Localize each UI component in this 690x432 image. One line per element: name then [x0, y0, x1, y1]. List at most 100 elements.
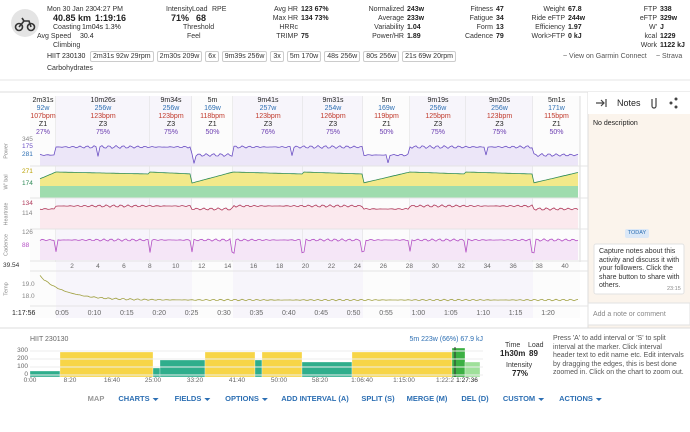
menu-item[interactable]: FIELDS — [174, 394, 202, 403]
dropdown-arrow — [204, 398, 211, 401]
time: 04:27 PM — [93, 6, 123, 13]
workout-step-bar — [254, 359, 263, 378]
bike-icon — [14, 17, 36, 32]
workout-step-bar — [351, 351, 453, 378]
distance-tick-label: 14 — [224, 263, 232, 270]
notes-input-placeholder[interactable]: Add a note or comment — [593, 311, 666, 318]
workout-step[interactable]: 3x — [270, 51, 284, 62]
time-tick-label: 0:15 — [119, 310, 134, 317]
interval-percent: 50% — [549, 129, 564, 136]
workout-step[interactable]: 21s 69w 20rpm — [402, 51, 457, 62]
time-tick-label: 0:20 — [152, 310, 166, 317]
collapse-icon[interactable] — [596, 99, 607, 107]
label: Intensity — [166, 6, 193, 13]
menu-item[interactable]: CUSTOM — [502, 394, 536, 403]
stat-value: 134 73% — [301, 15, 329, 22]
interval-band — [192, 96, 233, 318]
stat-label: Fatigue — [469, 15, 493, 22]
link[interactable]: ~ Strava — [656, 53, 683, 60]
interval-band — [533, 96, 580, 318]
power-fill — [40, 145, 578, 166]
menu-item[interactable]: CHARTS — [118, 394, 150, 403]
time-tick-label: 1:00 — [411, 310, 426, 317]
menu-item[interactable]: DEL (D) — [461, 394, 489, 403]
menu-item[interactable]: MAP — [87, 394, 105, 403]
interval-duration[interactable]: 10m26s — [90, 97, 116, 104]
x-tick-label: 1:22:2 — [435, 377, 455, 384]
help-text: Press 'A' to add interval or 'S' to spli… — [553, 335, 684, 376]
workout-step[interactable]: 80s 256w — [363, 51, 400, 62]
label: Climbing — [53, 42, 81, 49]
interval-duration[interactable]: 5m — [207, 97, 218, 104]
menu-item[interactable]: SPLIT (S) — [361, 394, 395, 403]
share-icon[interactable] — [669, 97, 678, 109]
distance-tick-label: 40 — [561, 263, 569, 270]
workout-step[interactable]: 48s 256w — [324, 51, 361, 62]
menu-item[interactable]: ACTIONS — [559, 394, 593, 403]
interval-zone: Z3 — [166, 121, 176, 128]
y-tick-label: 200 — [17, 355, 28, 362]
interval-percent: 75% — [492, 129, 507, 136]
temp-trace — [39, 275, 579, 302]
comment-input[interactable] — [587, 302, 690, 326]
interval-power: 254w — [324, 105, 342, 112]
activity-icon — [11, 9, 39, 37]
dropdown-arrow — [152, 398, 159, 401]
stat-label: W' — [649, 24, 657, 31]
axis-tick-label: 281 — [22, 151, 33, 158]
stat-label: kcal — [644, 33, 657, 40]
workout-step-bar — [204, 351, 256, 378]
workout-step[interactable]: 9m39s 256w — [221, 51, 268, 62]
menu-item[interactable]: ADD INTERVAL (A) — [281, 394, 349, 403]
menu-item[interactable]: OPTIONS — [225, 394, 259, 403]
interval-duration[interactable]: 9m31s — [322, 97, 344, 104]
distance-tick-label: 10 — [172, 263, 180, 270]
interval-duration[interactable]: 9m20s — [488, 97, 511, 104]
stat-label: Cadence — [464, 33, 493, 40]
menu-item[interactable]: MERGE (M) — [406, 394, 448, 403]
workout-step-bar — [451, 347, 466, 378]
interval-hr: 119bpm — [374, 113, 399, 120]
attach-icon[interactable] — [651, 98, 657, 109]
interval-duration[interactable]: 9m34s — [160, 97, 182, 104]
interval-power: 257w — [259, 105, 277, 112]
workout-step[interactable]: 6x — [205, 51, 219, 62]
interval-duration[interactable]: 2m31s — [32, 97, 54, 104]
stat-label: FTP — [643, 6, 657, 13]
distance-tick-label: 32 — [457, 263, 465, 270]
interval-band — [30, 96, 56, 318]
interval-zone: Z3 — [433, 121, 443, 128]
stat-value: 338 — [660, 6, 672, 13]
distance-tick-label: 36 — [509, 263, 517, 270]
interval-duration[interactable]: 9m41s — [257, 97, 279, 104]
activity-chart — [30, 96, 588, 318]
stat-value: J — [660, 24, 664, 31]
time-tick-label: 0:50 — [346, 310, 361, 317]
value: 77% — [512, 369, 529, 378]
workout-name[interactable]: HIIT 230130 — [47, 53, 86, 60]
x-tick-label: 41:40 — [228, 377, 246, 384]
x-tick-label: 50:00 — [270, 377, 288, 384]
day-chip — [625, 229, 649, 238]
time-tick-label: 0:30 — [217, 310, 231, 317]
interval-zone: Z3 — [495, 121, 504, 128]
interval-duration[interactable]: 5m — [381, 97, 392, 104]
interval-duration[interactable]: 9m19s — [427, 97, 449, 104]
workout-step-bar — [59, 351, 154, 378]
stat-value: 1.04 — [407, 24, 421, 31]
workout-step[interactable]: 2m30s 209w — [156, 51, 203, 62]
cursor-time: 1:17:56 — [12, 310, 36, 317]
panel-label: Power — [3, 143, 10, 159]
stat-label: eFTP — [639, 15, 657, 22]
x-tick-label: 1:27:36 — [456, 377, 478, 384]
workout-step[interactable]: 5m 170w — [286, 51, 322, 62]
wbal-trace — [39, 171, 579, 184]
interval-duration[interactable]: 5m1s — [547, 97, 566, 104]
stat-value: 13 — [496, 24, 504, 31]
link[interactable]: ~ View on Garmin Connect — [563, 53, 647, 60]
label: Intensity — [506, 362, 533, 369]
workout-step[interactable]: 2m31s 92w 29rpm — [90, 51, 154, 62]
interval-zone: Z3 — [263, 121, 273, 128]
time-tick-label: 0:10 — [87, 310, 102, 317]
